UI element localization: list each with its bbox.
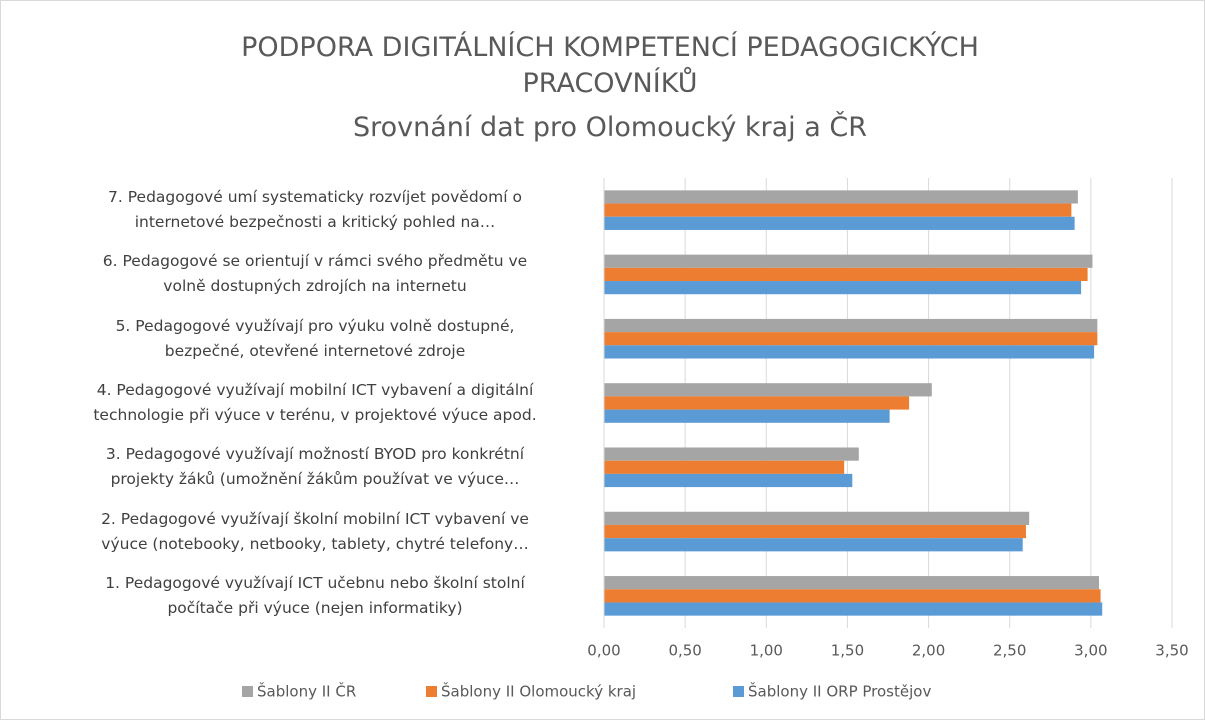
bar xyxy=(604,602,1103,616)
legend-swatch xyxy=(426,686,437,697)
bar xyxy=(604,190,1078,204)
category-label: 3. Pedagogové využívají možností BYOD pr… xyxy=(105,445,525,489)
x-tick-label: 1,00 xyxy=(750,642,783,660)
x-tick-label: 2,50 xyxy=(993,642,1026,660)
bar xyxy=(604,589,1101,603)
bar xyxy=(604,511,1030,525)
category-label: 2. Pedagogové využívají školní mobilní I… xyxy=(101,509,529,553)
x-tick-label: 1,50 xyxy=(831,642,864,660)
category-label: 4. Pedagogové využívají mobilní ICT vyba… xyxy=(93,381,537,424)
bar xyxy=(604,447,859,461)
chart-title: PODPORA DIGITÁLNÍCH KOMPETENCÍ PEDAGOGIC… xyxy=(241,32,979,99)
bar xyxy=(604,538,1023,552)
bar xyxy=(604,216,1075,230)
legend-label: Šablony II ORP Prostějov xyxy=(748,682,931,701)
legend-swatch xyxy=(242,686,253,697)
chart-subtitle: Srovnání dat pro Olomoucký kraj a ČR xyxy=(353,112,867,143)
bar xyxy=(604,460,845,474)
legend-label: Šablony II ČR xyxy=(257,682,356,701)
x-tick-label: 3,50 xyxy=(1155,642,1188,660)
bar xyxy=(604,383,932,397)
x-tick-label: 3,00 xyxy=(1074,642,1107,660)
category-label: 6. Pedagogové se orientují v rámci svého… xyxy=(102,252,528,296)
bar xyxy=(604,254,1093,268)
bar xyxy=(604,332,1098,346)
bar xyxy=(604,409,890,423)
bar xyxy=(604,203,1072,217)
bar xyxy=(604,396,910,410)
x-tick-label: 0,50 xyxy=(668,642,701,660)
bar xyxy=(604,345,1095,359)
bar xyxy=(604,318,1098,333)
category-label: 1. Pedagogové využívají ICT učebnu nebo … xyxy=(105,573,525,617)
bar xyxy=(604,267,1088,282)
legend-swatch xyxy=(733,686,744,697)
bar xyxy=(604,576,1099,590)
bar xyxy=(604,281,1082,295)
category-label: 5. Pedagogové využívají pro výuku volně … xyxy=(115,316,515,360)
x-tick-label: 0,00 xyxy=(587,642,620,660)
bar xyxy=(604,473,853,488)
bar xyxy=(604,524,1026,539)
category-label: 7. Pedagogové umí systematicky rozvíjet … xyxy=(108,188,522,232)
legend-label: Šablony II Olomoucký kraj xyxy=(441,682,636,701)
x-tick-label: 2,00 xyxy=(912,642,945,660)
